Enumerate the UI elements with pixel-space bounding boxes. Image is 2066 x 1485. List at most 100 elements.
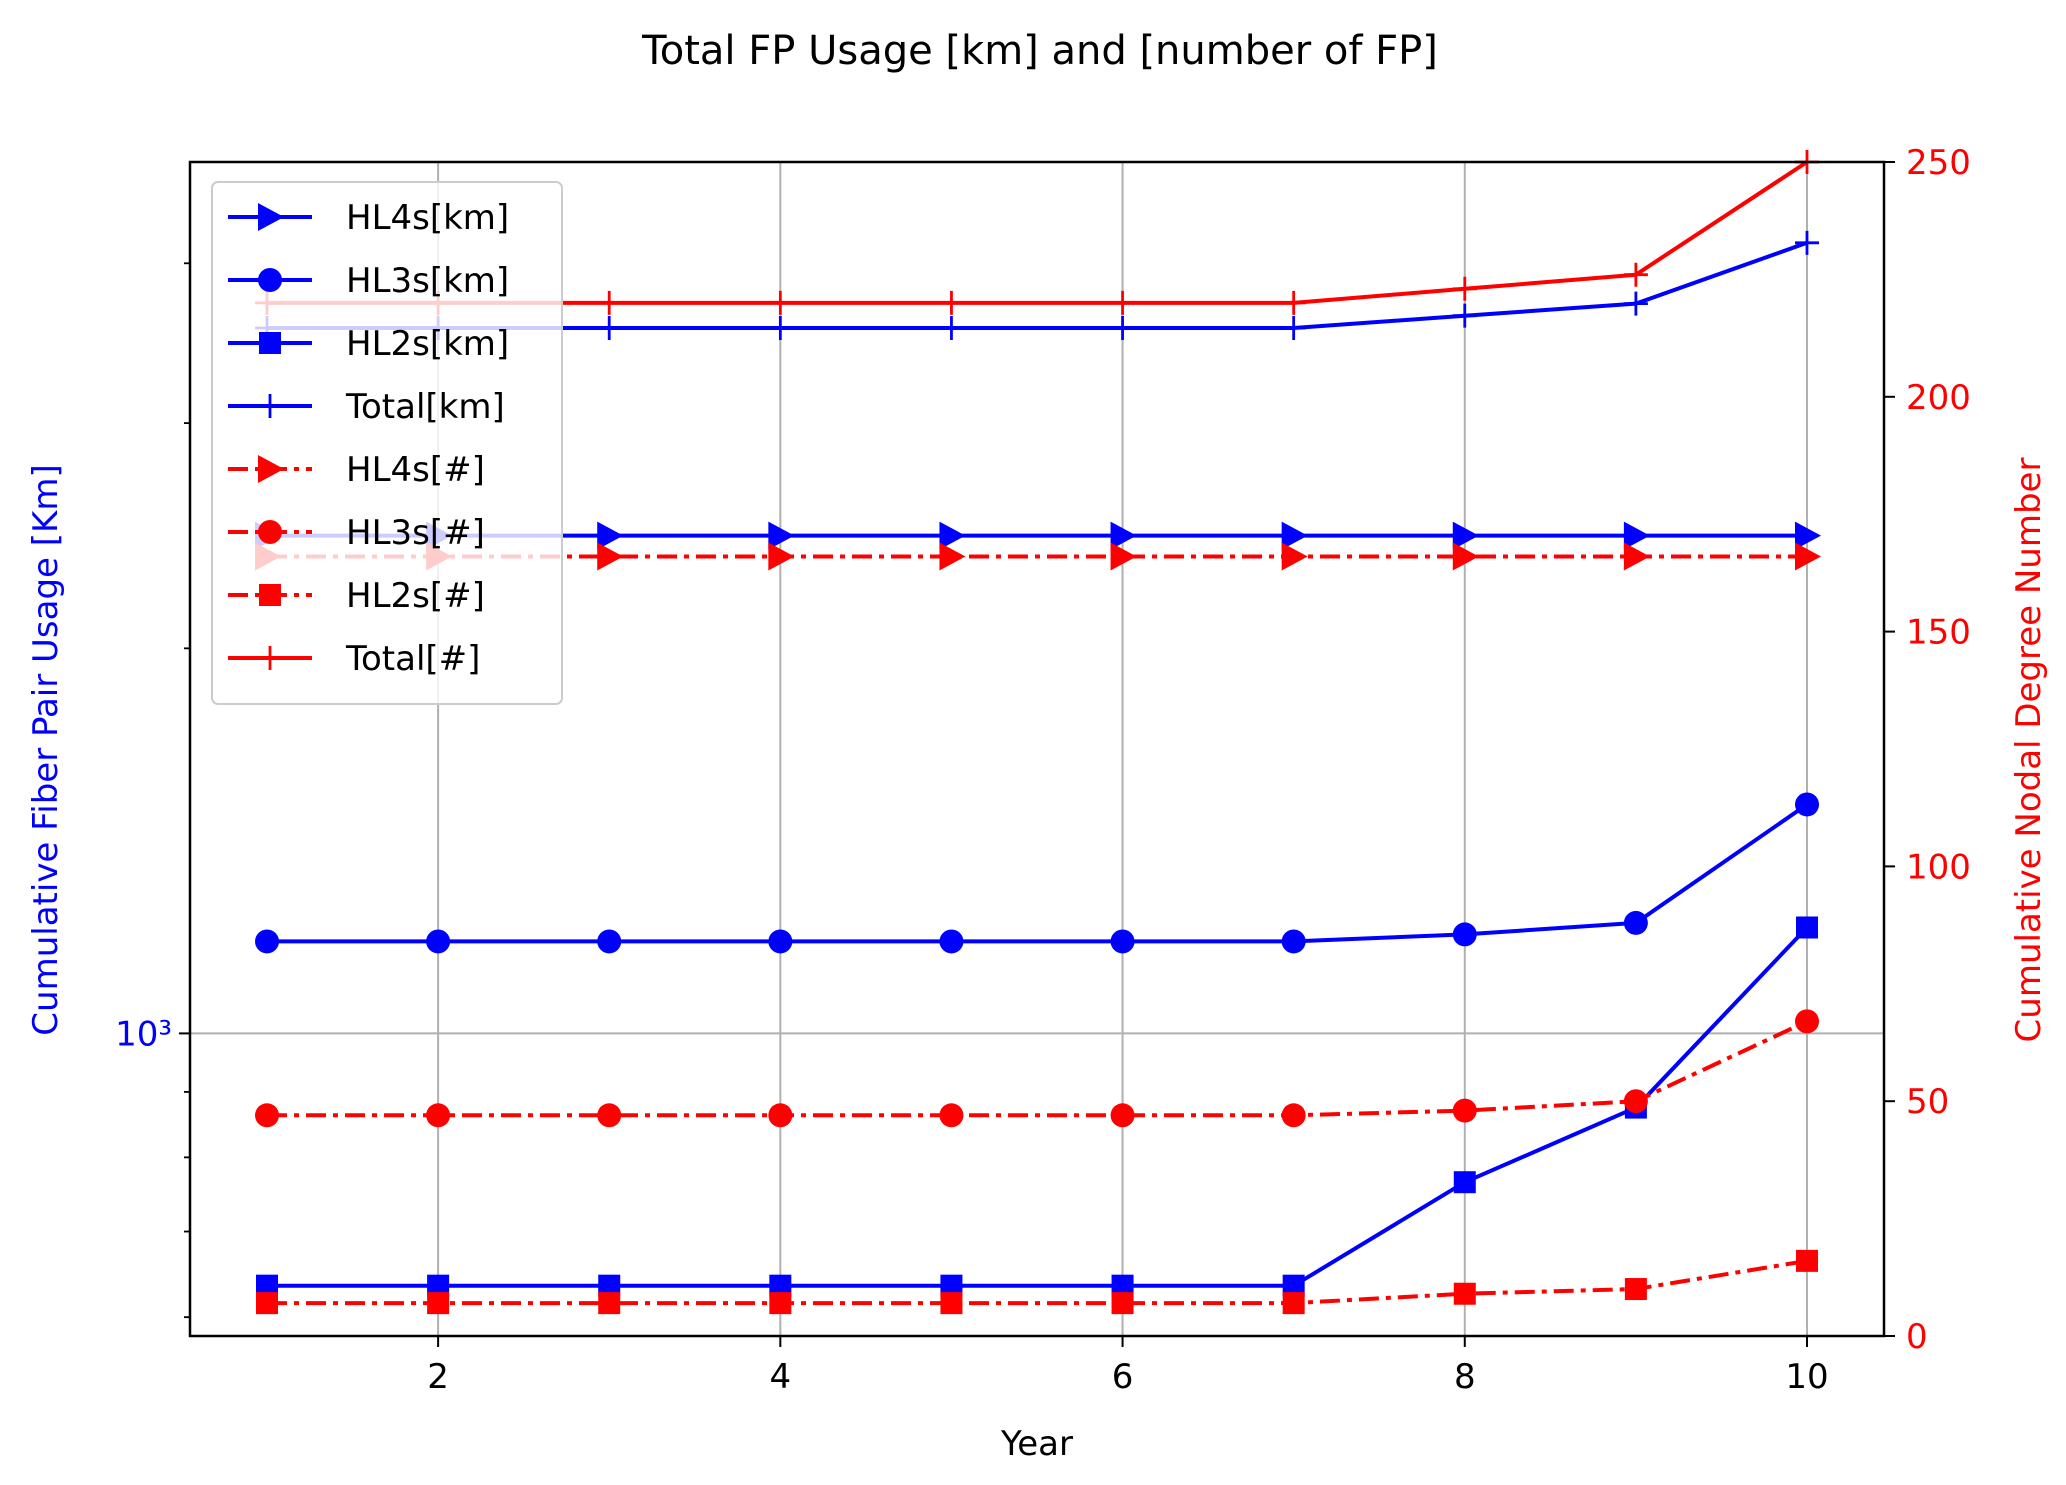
data-point: [1111, 1292, 1134, 1315]
x-tick-label: 8: [1454, 1357, 1476, 1397]
data-point: [768, 542, 795, 571]
legend-label: HL4s[#]: [346, 450, 485, 490]
data-point: [939, 1103, 964, 1128]
series-line: [267, 802, 1809, 944]
series-line: [267, 926, 1809, 1288]
data-point: [597, 1103, 622, 1128]
legend-item: HL2s[#]: [228, 576, 485, 616]
data-point: [1281, 1103, 1306, 1128]
y-axis-left-label: Cumulative Fiber Pair Usage [Km]: [26, 464, 66, 1035]
legend-marker: [258, 455, 284, 483]
x-tick-label: 2: [427, 1357, 449, 1397]
data-point: [597, 542, 624, 571]
plot-series: [255, 150, 1821, 1315]
y-axis-right-label: Cumulative Nodal Degree Number: [2009, 458, 2049, 1043]
data-point: [768, 316, 793, 341]
data-point: [597, 521, 624, 550]
y-right-tick-label: 250: [1906, 143, 1971, 183]
y-right-tick-label: 0: [1906, 1317, 1928, 1357]
data-point: [1623, 1089, 1648, 1114]
legend-label: HL3s[#]: [346, 513, 485, 553]
legend-marker: [258, 520, 282, 544]
data-point: [1795, 792, 1819, 817]
legend: HL4s[km] HL3s[km] HL2s[km] Total[km] HL4s[#]…: [211, 181, 563, 705]
data-point: [1452, 1098, 1477, 1123]
data-point: [1796, 1249, 1818, 1272]
data-point: [1281, 521, 1308, 550]
data-point: [256, 1274, 278, 1297]
legend-item: Total[km]: [228, 387, 505, 427]
data-point: [1282, 1292, 1305, 1315]
legend-marker: [258, 394, 282, 418]
data-point: [427, 1274, 450, 1297]
data-point: [1281, 290, 1306, 315]
plot-frame: [188, 160, 1886, 1338]
x-tick-label: 10: [1785, 1357, 1828, 1397]
legend-label: HL2s[km]: [346, 324, 509, 364]
legend-item: HL3s[km]: [228, 261, 509, 301]
x-tick-label: 6: [1112, 1357, 1134, 1397]
legend-label: Total[#]: [345, 639, 480, 679]
data-point: [1452, 303, 1477, 328]
legend-label: HL2s[#]: [346, 576, 485, 616]
data-point: [1624, 1278, 1647, 1301]
data-point: [1110, 316, 1135, 341]
legend-marker: [258, 203, 284, 231]
data-point: [1282, 1274, 1305, 1297]
data-point: [1623, 521, 1650, 550]
data-point: [426, 929, 451, 954]
data-point: [1110, 1103, 1135, 1128]
legend-item: Total[#]: [228, 639, 480, 679]
data-point: [1796, 916, 1818, 939]
x-axis-label: Year: [1000, 1424, 1073, 1464]
data-point: [1110, 929, 1135, 954]
data-point: [427, 1292, 450, 1315]
data-point: [769, 1292, 792, 1315]
data-point: [939, 542, 966, 571]
legend-item: HL4s[#]: [228, 450, 485, 490]
data-point: [598, 1274, 621, 1297]
data-point: [598, 1292, 621, 1315]
data-point: [255, 929, 279, 954]
data-point: [940, 1274, 963, 1297]
data-point: [1110, 521, 1137, 550]
axes: 2 4 6 8 10 10³ 0 50 100 150 200 250: [115, 143, 1971, 1397]
data-point: [768, 1103, 793, 1128]
y-right-tick-label: 50: [1906, 1082, 1949, 1122]
chart-title: Total FP Usage [km] and [number of FP]: [641, 28, 1438, 74]
series-hl3s-km: [255, 792, 1819, 954]
legend-marker: [258, 268, 282, 292]
data-point: [1281, 929, 1306, 954]
legend-marker: [258, 646, 282, 670]
data-point: [1623, 542, 1650, 571]
y-right-tick-label: 150: [1906, 613, 1971, 653]
data-point: [768, 929, 793, 954]
data-point: [939, 929, 964, 954]
data-point: [1452, 276, 1477, 301]
data-point: [940, 1292, 963, 1315]
series-hl3s: [255, 1009, 1819, 1128]
x-tick-label: 4: [770, 1357, 792, 1397]
data-point: [597, 929, 622, 954]
data-point: [939, 316, 964, 341]
data-point: [768, 290, 793, 315]
data-point: [1453, 1171, 1476, 1194]
data-point: [597, 290, 622, 315]
series-line: [267, 1258, 1808, 1306]
data-point: [1281, 542, 1308, 571]
data-point: [1623, 291, 1648, 316]
legend-label: HL3s[km]: [346, 261, 509, 301]
data-point: [426, 1103, 451, 1128]
data-point: [1110, 290, 1135, 315]
data-point: [1452, 542, 1479, 571]
series-line: [267, 1019, 1808, 1118]
data-point: [1110, 542, 1137, 571]
data-point: [1111, 1274, 1134, 1297]
legend-marker: [259, 584, 281, 606]
y-right-tick-label: 200: [1906, 378, 1971, 418]
data-point: [1453, 1282, 1476, 1305]
data-point: [939, 521, 966, 550]
series-hl2s-km: [256, 916, 1818, 1297]
data-point: [1795, 521, 1821, 550]
